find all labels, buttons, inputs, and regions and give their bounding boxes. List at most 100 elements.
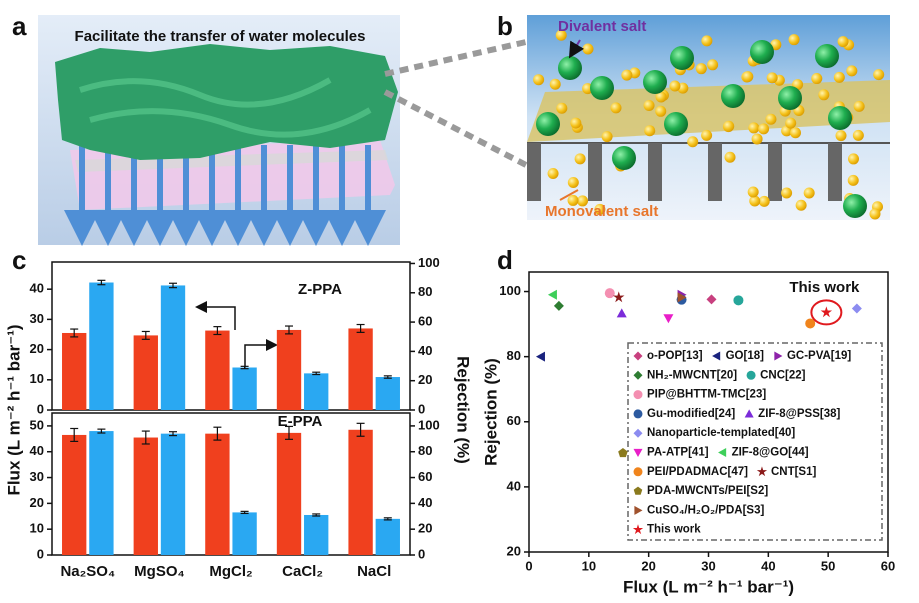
bar (232, 512, 257, 555)
x-tick-label: 40 (761, 558, 775, 573)
y-tick-label: 20 (30, 495, 44, 510)
legend-label: PA-ATP[41] (647, 447, 709, 459)
bar (205, 433, 230, 555)
panel-label: a (12, 11, 27, 41)
y-axis-label: Rejection (%) (481, 358, 500, 466)
y2-tick-label: 0 (418, 546, 425, 561)
y2-tick-label: 60 (418, 314, 432, 329)
ion (610, 102, 622, 114)
x-tick-label: 0 (525, 558, 532, 573)
y-tick-label: 50 (30, 417, 44, 432)
monovalent-label: Monovalent salt (545, 203, 658, 220)
ion (788, 34, 800, 46)
ion (811, 73, 823, 85)
marker (616, 308, 627, 318)
error-bar (356, 323, 365, 333)
legend-label: NH₂-MWCNT[20] (647, 369, 737, 381)
ion (742, 71, 754, 83)
legend-label: Nanoparticle-templated[40] (647, 427, 795, 439)
ion (655, 105, 667, 117)
marker (634, 505, 643, 515)
ion (594, 203, 606, 215)
ion (549, 78, 561, 90)
panel-label: b (497, 11, 513, 41)
ion (567, 176, 579, 188)
marker (851, 303, 862, 314)
bar (348, 328, 373, 410)
y-axis-label: Flux (L m⁻² h⁻¹ bar⁻¹) (4, 324, 23, 495)
ion (574, 153, 586, 165)
connector (383, 39, 528, 168)
y2-tick-label: 100 (418, 417, 440, 432)
x-tick-label: CaCl₂ (282, 563, 323, 580)
ion (847, 153, 859, 165)
marker (613, 291, 625, 303)
ion (846, 65, 858, 77)
ion (555, 29, 567, 41)
y2-tick-label: 20 (418, 372, 432, 387)
highlight-ring (810, 299, 843, 326)
error-bar (312, 513, 321, 517)
bar (89, 282, 114, 410)
ion (873, 69, 885, 81)
y2-tick-label: 40 (418, 343, 432, 358)
x-tick-label: NaCl (357, 563, 391, 580)
ion (853, 100, 865, 112)
ion (621, 69, 633, 81)
ion (644, 125, 656, 137)
ion (765, 113, 777, 125)
legend-label: ZIF-8@GO[44] (732, 447, 809, 459)
marker (718, 448, 727, 457)
caption: Facilitate the transfer of water molecul… (75, 28, 366, 45)
bar (276, 329, 302, 410)
x-tick-label: MgCl₂ (209, 563, 252, 580)
marker (633, 448, 643, 457)
legend-label: PEI/PDADMAC[47] (647, 466, 748, 478)
y-tick-label: 40 (30, 443, 44, 458)
legend-label: PIP@BHTTM-TMC[23] (647, 389, 766, 401)
legend-label: PDA-MWCNTs/PEI[S2] (647, 485, 768, 497)
marker (553, 300, 564, 311)
x-tick-label: 50 (821, 558, 835, 573)
ion (601, 131, 613, 143)
ion (695, 63, 707, 75)
error-bar (312, 371, 321, 376)
error-bar (141, 430, 150, 445)
ion (751, 133, 763, 145)
bar (304, 514, 329, 555)
error-bar (169, 431, 178, 437)
ion (781, 187, 793, 199)
legend-label: CNC[22] (760, 369, 806, 381)
legend-label: GC-PVA[19] (787, 350, 851, 362)
ion (556, 102, 568, 114)
panel-label: d (497, 245, 513, 275)
annotation: This work (789, 279, 860, 296)
marker (535, 351, 545, 362)
marker (604, 288, 615, 299)
error-bar (284, 425, 293, 440)
error-bar (97, 279, 106, 286)
ion (724, 151, 736, 163)
marker (746, 370, 756, 380)
ion (723, 120, 735, 132)
error-bar (169, 282, 178, 289)
ion (818, 89, 830, 101)
ion (570, 117, 582, 129)
error-bar (97, 428, 106, 434)
marker (632, 524, 644, 535)
x-axis-label: Flux (L m⁻² h⁻¹ bar⁻¹) (623, 577, 794, 596)
marker (712, 351, 721, 361)
error-bar (141, 330, 150, 340)
legend-label: GO[18] (726, 350, 765, 362)
marker (633, 486, 643, 495)
plot-frame (51, 261, 411, 411)
ion (582, 43, 594, 55)
panel-title: Z-PPA (298, 281, 342, 298)
marker (805, 318, 816, 329)
y-tick-label: 40 (507, 478, 521, 493)
marker (774, 351, 783, 361)
bar (160, 285, 186, 410)
ion (803, 187, 815, 199)
y-tick-label: 60 (507, 413, 521, 428)
